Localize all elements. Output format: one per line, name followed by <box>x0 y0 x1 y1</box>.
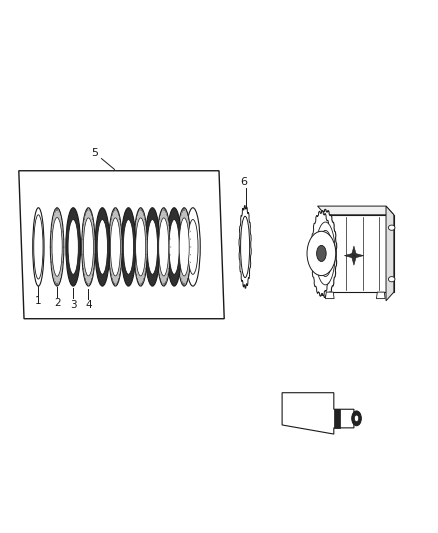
Ellipse shape <box>318 230 332 277</box>
Polygon shape <box>311 211 332 296</box>
Ellipse shape <box>186 208 200 286</box>
Text: 3: 3 <box>70 300 77 310</box>
Ellipse shape <box>134 208 148 286</box>
Polygon shape <box>334 409 339 428</box>
Ellipse shape <box>307 231 336 276</box>
Ellipse shape <box>177 208 191 286</box>
Ellipse shape <box>316 222 335 285</box>
Ellipse shape <box>50 208 64 286</box>
Ellipse shape <box>121 208 136 286</box>
Ellipse shape <box>95 208 110 286</box>
Ellipse shape <box>52 217 62 276</box>
Ellipse shape <box>167 208 181 286</box>
Polygon shape <box>344 254 354 257</box>
Polygon shape <box>239 206 251 288</box>
Ellipse shape <box>109 208 122 286</box>
Polygon shape <box>354 254 364 257</box>
Ellipse shape <box>159 218 169 276</box>
Polygon shape <box>352 256 356 265</box>
Text: 6: 6 <box>241 177 248 187</box>
Polygon shape <box>352 246 356 256</box>
Polygon shape <box>386 206 394 301</box>
Ellipse shape <box>145 208 160 286</box>
Ellipse shape <box>124 220 134 274</box>
Polygon shape <box>325 215 394 292</box>
Ellipse shape <box>389 225 395 230</box>
Ellipse shape <box>188 220 198 274</box>
Text: 4: 4 <box>85 301 92 310</box>
Ellipse shape <box>179 218 189 276</box>
Ellipse shape <box>389 277 395 282</box>
Polygon shape <box>19 171 224 319</box>
Polygon shape <box>325 292 334 298</box>
Ellipse shape <box>34 215 43 279</box>
Ellipse shape <box>352 411 361 426</box>
Ellipse shape <box>136 218 146 276</box>
Ellipse shape <box>157 208 170 286</box>
Polygon shape <box>376 292 385 298</box>
Polygon shape <box>314 209 337 297</box>
Ellipse shape <box>81 208 95 286</box>
Polygon shape <box>318 206 394 215</box>
Polygon shape <box>282 393 354 434</box>
Ellipse shape <box>317 245 326 262</box>
Text: 2: 2 <box>54 298 60 308</box>
Ellipse shape <box>169 220 179 274</box>
Ellipse shape <box>83 218 93 276</box>
Ellipse shape <box>33 208 44 286</box>
Ellipse shape <box>354 415 359 422</box>
Ellipse shape <box>68 220 78 274</box>
Ellipse shape <box>97 220 107 274</box>
Ellipse shape <box>147 220 158 274</box>
Text: 5: 5 <box>92 148 99 158</box>
Ellipse shape <box>110 218 120 276</box>
Text: 1: 1 <box>35 296 42 306</box>
Ellipse shape <box>240 216 250 278</box>
Ellipse shape <box>66 208 81 286</box>
